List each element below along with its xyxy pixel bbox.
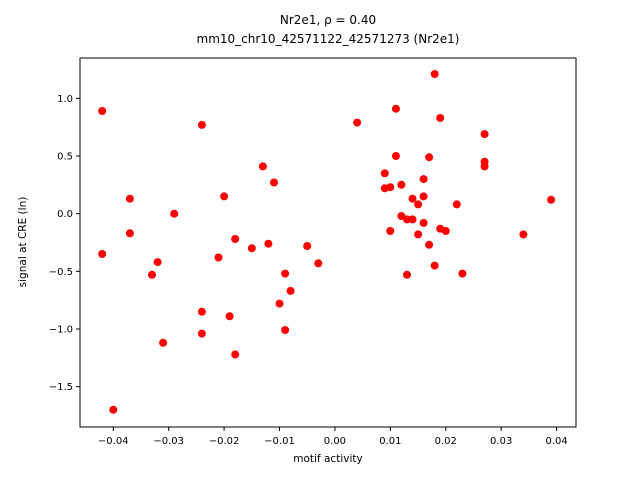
y-tick-label: 0.5 (57, 152, 73, 163)
scatter-point (270, 178, 278, 187)
scatter-point (125, 194, 134, 203)
scatter-point (480, 162, 489, 171)
scatter-point (403, 215, 411, 224)
y-tick-label: −1.0 (49, 324, 73, 335)
scatter-point (231, 350, 240, 359)
scatter-point (197, 329, 206, 338)
x-tick-label: −0.04 (98, 436, 129, 447)
scatter-point (519, 230, 528, 239)
scatter-point (125, 229, 134, 238)
x-tick-label: 0.02 (435, 436, 457, 447)
scatter-point (153, 258, 162, 267)
scatter-point (197, 120, 206, 129)
scatter-point (425, 153, 434, 162)
scatter-point (386, 183, 395, 192)
scatter-point (220, 192, 229, 201)
scatter-point (98, 250, 107, 258)
x-tick-label: −0.03 (153, 436, 184, 447)
scatter-point (397, 180, 406, 189)
scatter-point (98, 107, 107, 115)
y-tick-label: 1.0 (57, 94, 73, 105)
scatter-point (314, 259, 323, 268)
scatter-point (458, 269, 467, 278)
plot-area (79, 57, 577, 428)
chart-title: Nr2e1, ρ = 0.40 (280, 13, 376, 27)
scatter-point (247, 244, 256, 253)
x-tick-label: 0.04 (545, 436, 567, 447)
x-tick-label: −0.02 (209, 436, 240, 447)
scatter-point (380, 169, 389, 178)
scatter-points (98, 70, 556, 414)
x-axis-label: motif activity (293, 453, 362, 465)
y-tick-label: −0.5 (49, 267, 73, 278)
scatter-point (425, 240, 434, 249)
scatter-point (386, 227, 395, 235)
scatter-point (430, 261, 439, 270)
scatter-point (264, 239, 273, 248)
scatter-point (391, 104, 400, 113)
x-tick-label: 0.03 (490, 436, 512, 447)
scatter-point (414, 200, 423, 209)
scatter-point (441, 227, 450, 235)
scatter-point (353, 118, 362, 127)
scatter-point (436, 114, 445, 122)
scatter-point (170, 209, 179, 218)
scatter-point (109, 405, 118, 414)
scatter-point (159, 338, 168, 347)
scatter-point (197, 307, 206, 316)
scatter-point (480, 130, 489, 139)
scatter-point (419, 192, 428, 201)
x-tick-label: 0.00 (324, 436, 346, 447)
scatter-point (214, 253, 223, 262)
y-tick-label: −1.5 (49, 382, 73, 393)
scatter-point (419, 175, 428, 184)
scatter-point (281, 269, 290, 278)
scatter-point (547, 195, 556, 204)
scatter-point (452, 200, 461, 209)
scatter-point (408, 215, 417, 224)
scatter-point (430, 70, 439, 79)
y-tick-label: 0.0 (57, 209, 73, 220)
scatter-point (408, 194, 417, 203)
scatter-point (286, 286, 295, 295)
scatter-point (225, 312, 234, 321)
scatter-point (414, 230, 423, 239)
scatter-point (419, 218, 428, 227)
scatter-point (303, 242, 312, 250)
scatter-point (275, 299, 284, 308)
x-tick-label: 0.01 (379, 436, 401, 447)
scatter-point (148, 270, 156, 279)
y-axis-label: signal at CRE (ln) (17, 197, 29, 288)
axis-ticks: −0.04 −0.03 −0.02 −0.01 0.00 0.01 0.02 0.03 0.04… (49, 94, 568, 447)
scatter-point (403, 270, 411, 279)
scatter-point (391, 152, 400, 160)
x-tick-label: −0.01 (264, 436, 295, 447)
scatter-point (231, 235, 240, 243)
scatter-point (281, 326, 290, 335)
chart-subtitle: mm10_chr10_42571122_42571273 (Nr2e1) (197, 32, 460, 46)
scatter-point (258, 162, 267, 171)
